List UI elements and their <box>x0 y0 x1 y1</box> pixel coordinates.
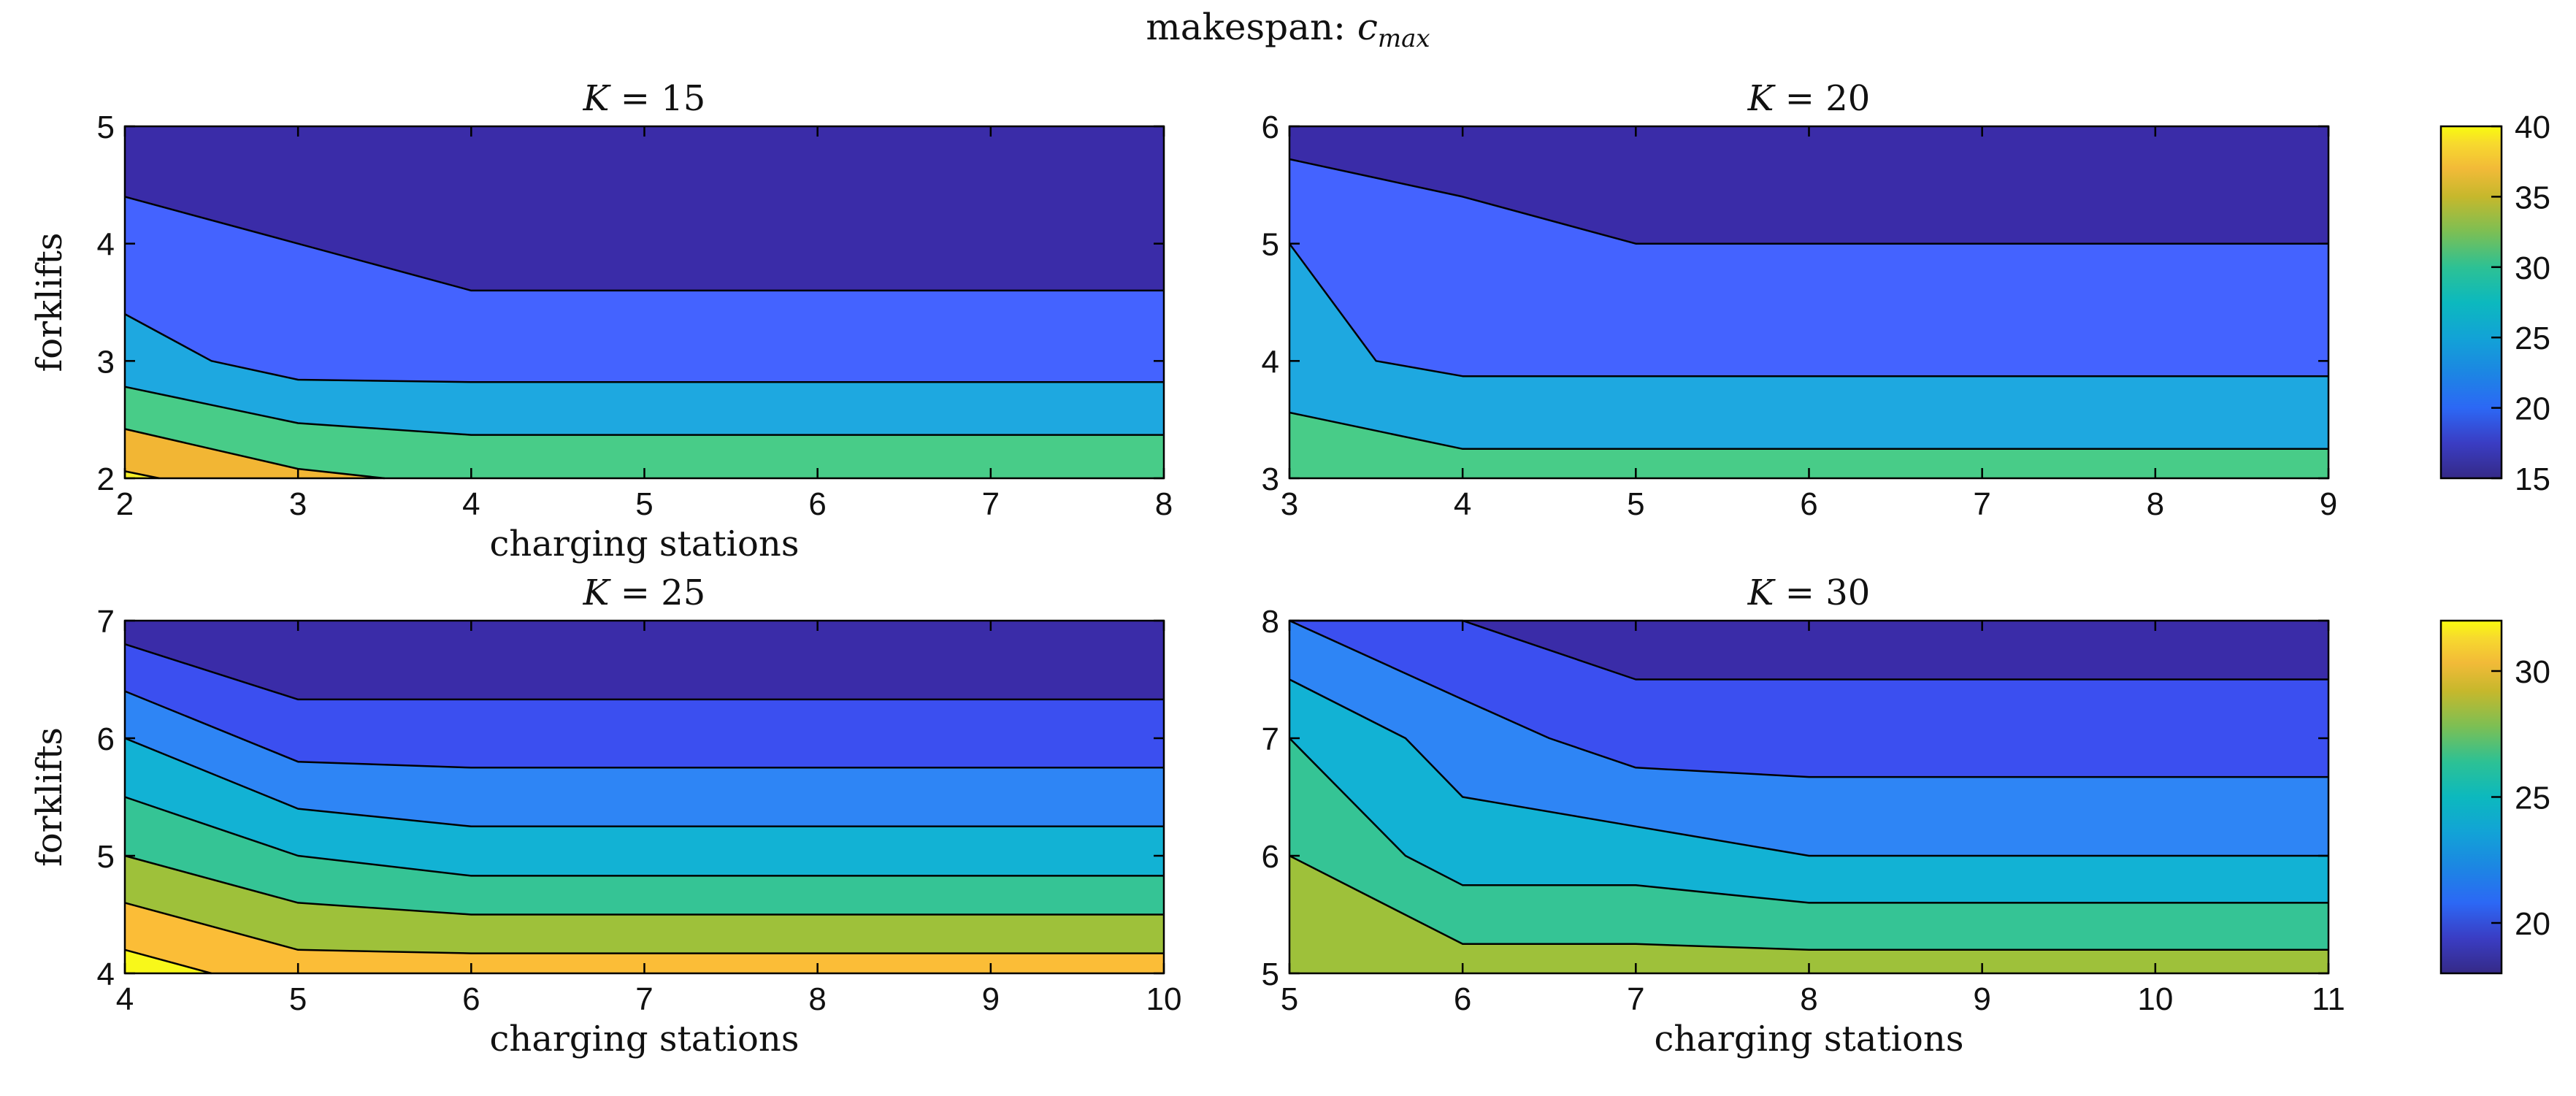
contour-line-26 <box>1289 737 2328 904</box>
colorbar-tick-label: 25 <box>2515 781 2550 816</box>
y-tick-label: 8 <box>1262 604 1279 640</box>
colorbar-tick-label: 30 <box>2515 250 2550 286</box>
contour-band-25-30 <box>1289 243 2328 478</box>
x-axis-label: charging stations <box>490 1019 800 1059</box>
contour-line-30 <box>1289 411 2328 451</box>
x-tick-label: 8 <box>808 981 826 1017</box>
x-tick-label: 6 <box>462 981 480 1017</box>
x-axis-label: charging stations <box>1655 1019 1964 1059</box>
contour-band-26-28 <box>1289 738 2328 973</box>
x-tick-label: 7 <box>982 486 1000 522</box>
contour-line-20 <box>124 643 1164 701</box>
panel-title: K = 25 <box>583 572 706 613</box>
x-axis-label: charging stations <box>490 524 800 564</box>
x-tick-label: 11 <box>2312 981 2345 1017</box>
y-axis-label: forklifts <box>29 232 70 372</box>
contour-band-30-35 <box>1289 413 2328 478</box>
y-tick-label: 6 <box>1262 110 1279 145</box>
x-tick-label: 5 <box>635 486 653 522</box>
contour-band-30-35 <box>125 386 1164 478</box>
contour-line-24 <box>1289 678 2328 857</box>
y-tick-label: 5 <box>1262 957 1279 992</box>
contour-line-25 <box>124 313 1164 383</box>
contour-line-25 <box>1288 242 2328 378</box>
contour-line-30 <box>124 902 1164 954</box>
x-tick-label: 5 <box>289 981 307 1017</box>
x-tick-label: 6 <box>1454 981 1471 1017</box>
colorbar-tick-label: 25 <box>2515 321 2550 356</box>
x-tick-label: 4 <box>116 981 134 1017</box>
x-tick-label: 10 <box>2137 981 2173 1017</box>
y-tick-label: 5 <box>97 839 115 875</box>
contour-panel-1: 2 3 4 5 6 7 8 2 3 4 5 K = 15 charging stations forkli… <box>29 78 1173 564</box>
contour-line-22 <box>1289 619 2328 778</box>
x-tick-label: 7 <box>1627 981 1644 1017</box>
x-tick-label: 7 <box>635 981 653 1017</box>
x-tick-label: 8 <box>1155 486 1173 522</box>
y-tick-label: 4 <box>1262 344 1279 380</box>
y-tick-label: 3 <box>97 344 115 380</box>
contour-line-24 <box>124 737 1164 828</box>
figure-title: makespan: cmax <box>1146 6 1430 53</box>
panel-title: K = 15 <box>583 78 706 119</box>
contour-panel-4: 5 6 7 8 9 10 11 5 6 7 8 K = 30 charging stations <box>1262 572 2345 1059</box>
x-tick-label: 7 <box>1973 486 1990 522</box>
y-tick-label: 7 <box>1262 721 1279 757</box>
x-tick-label: 6 <box>808 486 826 522</box>
x-tick-label: 9 <box>2320 486 2337 522</box>
y-tick-label: 6 <box>97 721 115 757</box>
contour-line-26 <box>124 796 1164 877</box>
panel-title: K = 20 <box>1747 78 1871 119</box>
colorbar-2: 20 25 30 <box>2439 619 2550 975</box>
y-tick-label: 7 <box>97 604 115 640</box>
x-tick-label: 9 <box>1973 981 1990 1017</box>
x-tick-label: 10 <box>1146 981 1182 1017</box>
colorbar-tick-label: 20 <box>2515 391 2550 427</box>
contour-line-28 <box>1289 854 2328 951</box>
contour-panel-3: 4 5 6 7 8 9 10 4 5 6 7 K = 25 charging stations forkl… <box>29 572 1181 1059</box>
contour-panel-2: 3 4 5 6 7 8 9 3 4 5 6 K = 20 <box>1262 78 2338 522</box>
contour-line-40 <box>124 470 160 480</box>
x-tick-label: 2 <box>116 486 134 522</box>
contour-line-22 <box>124 690 1164 769</box>
x-tick-label: 4 <box>462 486 480 522</box>
contour-band-35-40 <box>125 429 385 478</box>
x-tick-label: 6 <box>1800 486 1817 522</box>
colorbar-tick-label: 40 <box>2515 110 2550 145</box>
colorbar-1: 15 20 25 30 35 40 <box>2439 110 2550 497</box>
x-tick-label: 5 <box>1627 486 1644 522</box>
contour-line-20 <box>1289 158 2328 245</box>
x-tick-label: 9 <box>982 981 1000 1017</box>
colorbar-gradient <box>2441 126 2502 478</box>
colorbar-frame <box>2439 125 2503 480</box>
y-axis-label: forklifts <box>29 727 70 867</box>
y-tick-label: 5 <box>97 110 115 145</box>
x-tick-label: 3 <box>289 486 307 522</box>
y-tick-label: 6 <box>1262 839 1279 875</box>
y-tick-label: 5 <box>1262 227 1279 263</box>
y-tick-label: 3 <box>1262 461 1279 497</box>
contour-line-28 <box>124 854 1164 916</box>
x-tick-label: 3 <box>1281 486 1298 522</box>
contour-band-30-32 <box>125 903 1164 973</box>
x-tick-label: 5 <box>1281 981 1298 1017</box>
x-tick-label: 8 <box>2147 486 2164 522</box>
contour-line-32 <box>124 949 212 975</box>
x-tick-label: 8 <box>1800 981 1817 1017</box>
colorbar-tick-label: 35 <box>2515 180 2550 215</box>
y-tick-label: 4 <box>97 227 115 263</box>
panel-title: K = 30 <box>1747 572 1871 613</box>
colorbar-tick-label: 30 <box>2515 654 2550 690</box>
colorbar-tick-label: 20 <box>2515 906 2550 942</box>
contour-line-30 <box>124 386 1164 436</box>
colorbar-tick-label: 15 <box>2515 461 2550 497</box>
x-tick-label: 4 <box>1454 486 1471 522</box>
y-tick-label: 4 <box>97 957 115 992</box>
contour-line-20 <box>124 196 1164 292</box>
y-tick-label: 2 <box>97 461 115 497</box>
